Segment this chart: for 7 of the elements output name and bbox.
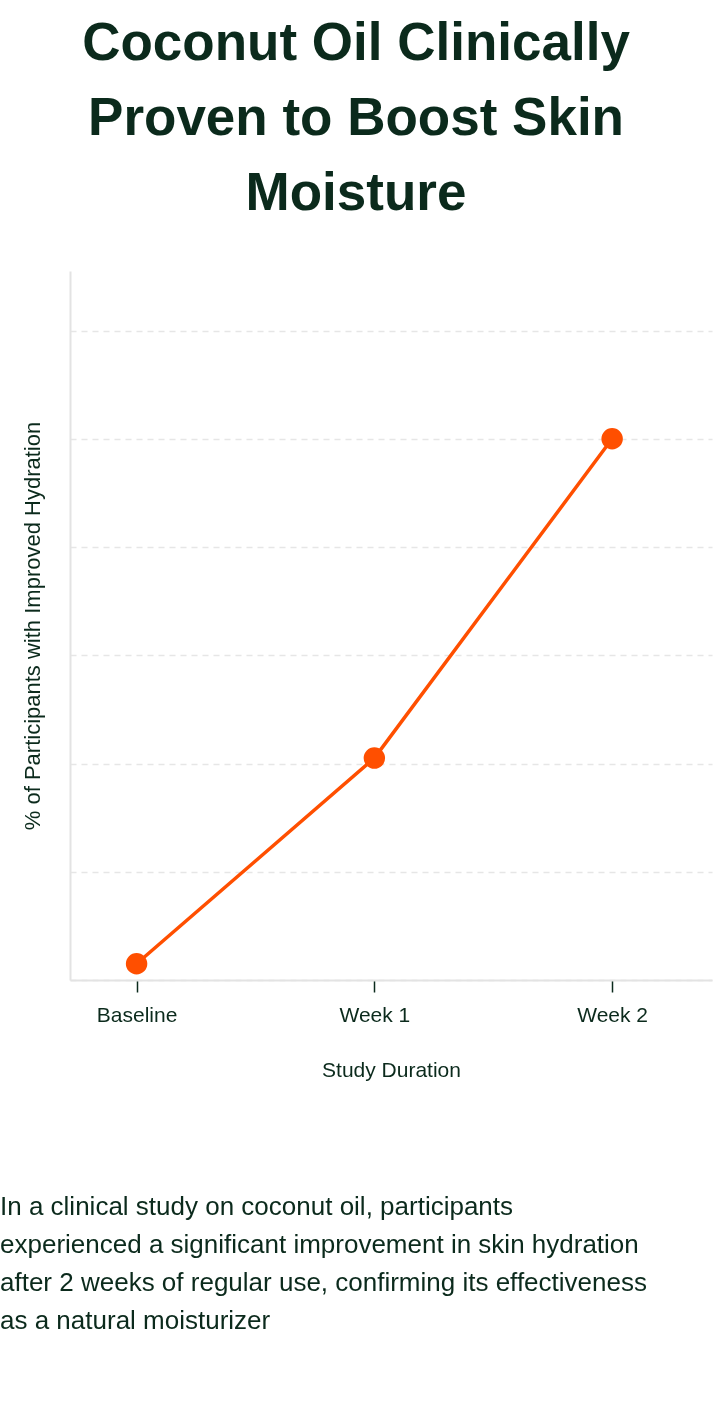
x-tick-label: Week 1 [339, 1002, 411, 1026]
text: In a clinical study on coconut oil, participants experienced a significant improvement in skin hydration after 2 weeks of regular use, confirming its effectiveness as a natural moisturizer [0, 1191, 647, 1335]
x-axis-title: Study Duration [322, 1057, 461, 1081]
y-axis-title: % of Participants with Improved Hydration [19, 421, 45, 831]
x-tick-label: Baseline [96, 1002, 178, 1026]
chart-title: Coconut Oil Clinically Proven to Boost Skin Moisture [82, 12, 631, 221]
x-tick-label: Week 2 [577, 1002, 649, 1026]
